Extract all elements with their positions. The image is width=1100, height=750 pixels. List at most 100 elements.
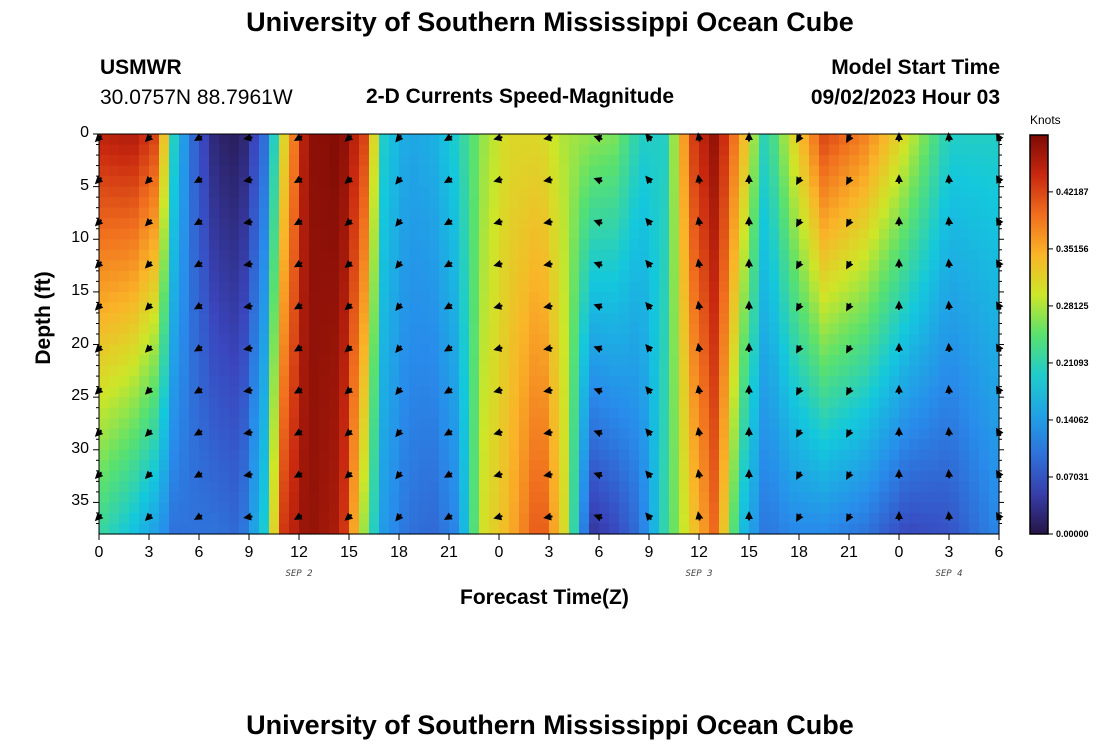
heat-cell [659,418,670,430]
heat-cell [869,344,880,356]
heat-cell [799,312,810,325]
heat-cell [719,502,730,514]
heat-cell [529,407,540,419]
heat-cell [479,144,490,156]
heat-cell [459,186,470,198]
heat-cell [689,386,700,398]
heat-cell [159,460,170,472]
heat-cell [189,439,200,451]
heat-cell [959,165,970,177]
heat-cell [429,260,440,272]
heat-cell [669,207,680,219]
heat-cell [699,334,710,346]
heat-cell [849,418,860,430]
heat-cell [839,239,850,251]
heat-cell [689,334,700,346]
heat-cell [529,365,540,377]
heat-cell [709,144,720,156]
heat-cell [909,239,920,251]
heat-cell [859,155,870,167]
heat-cell [289,449,300,461]
heat-cell [649,302,660,314]
heat-cell [929,344,940,356]
heat-cell [509,491,520,504]
heat-cell [709,270,720,282]
heat-cell [829,176,840,188]
heat-cell [859,281,870,293]
heat-cell [639,197,650,209]
heat-cell [639,281,650,293]
heat-cell [309,523,320,535]
heat-cell [959,281,970,293]
heat-cell [659,302,670,314]
heat-cell [399,439,410,451]
heat-cell [629,207,640,219]
heat-cell [539,260,550,272]
heat-cell [399,155,410,167]
heat-cell [189,207,200,219]
heat-cell [469,491,480,504]
heat-cell [369,291,380,304]
heat-cell [409,439,420,451]
heat-cell [369,302,380,314]
heat-cell [879,155,890,167]
heat-cell [959,239,970,251]
heat-cell [799,228,810,240]
heat-cell [729,512,740,525]
heat-cell [269,355,280,367]
heat-cell [479,397,490,409]
heat-cell [669,407,680,419]
heat-cell [339,407,350,419]
heat-cell [689,365,700,377]
heat-cell [339,365,350,377]
heat-cell [949,418,960,430]
heat-cell [489,207,500,219]
heat-cell [619,186,630,198]
heat-cell [159,470,170,482]
heat-cell [129,365,140,377]
heat-cell [559,365,570,377]
heat-cell [639,155,650,167]
heat-cell [399,144,410,156]
heat-cell [779,302,790,314]
heat-cell [819,323,830,335]
heat-cell [899,249,910,261]
heat-cell [349,323,360,335]
heat-cell [349,449,360,461]
heat-cell [159,344,170,356]
heat-cell [489,407,500,419]
heat-cell [639,418,650,430]
heat-cell [979,376,990,388]
current-vector-arrow [193,217,203,226]
heat-cell [879,218,890,230]
heat-cell [129,323,140,335]
heat-cell [929,281,940,293]
heat-cell [649,228,660,240]
heat-cell [409,407,420,419]
heat-cell [879,397,890,409]
heat-cell [879,470,890,482]
heat-cell [119,460,130,472]
heat-cell [219,397,230,409]
heat-cell [489,386,500,398]
heat-cell [419,312,430,325]
heat-cell [819,144,830,156]
heat-cell [909,165,920,177]
heat-cell [939,334,950,346]
heat-cell [429,134,440,146]
heat-cell [609,481,620,493]
date-label: SEP 4 [935,569,963,579]
heat-cell [529,176,540,188]
heat-cell [939,470,950,482]
heat-cell [199,134,210,146]
heat-cell [759,439,770,451]
heat-cell [929,260,940,272]
heat-cell [699,460,710,472]
heat-cell [549,428,560,440]
heat-cell [939,418,950,430]
heat-cell [749,397,760,409]
heat-cell [369,481,380,493]
heat-cell [759,291,770,304]
heat-cell [889,281,900,293]
heat-cell [409,207,420,219]
